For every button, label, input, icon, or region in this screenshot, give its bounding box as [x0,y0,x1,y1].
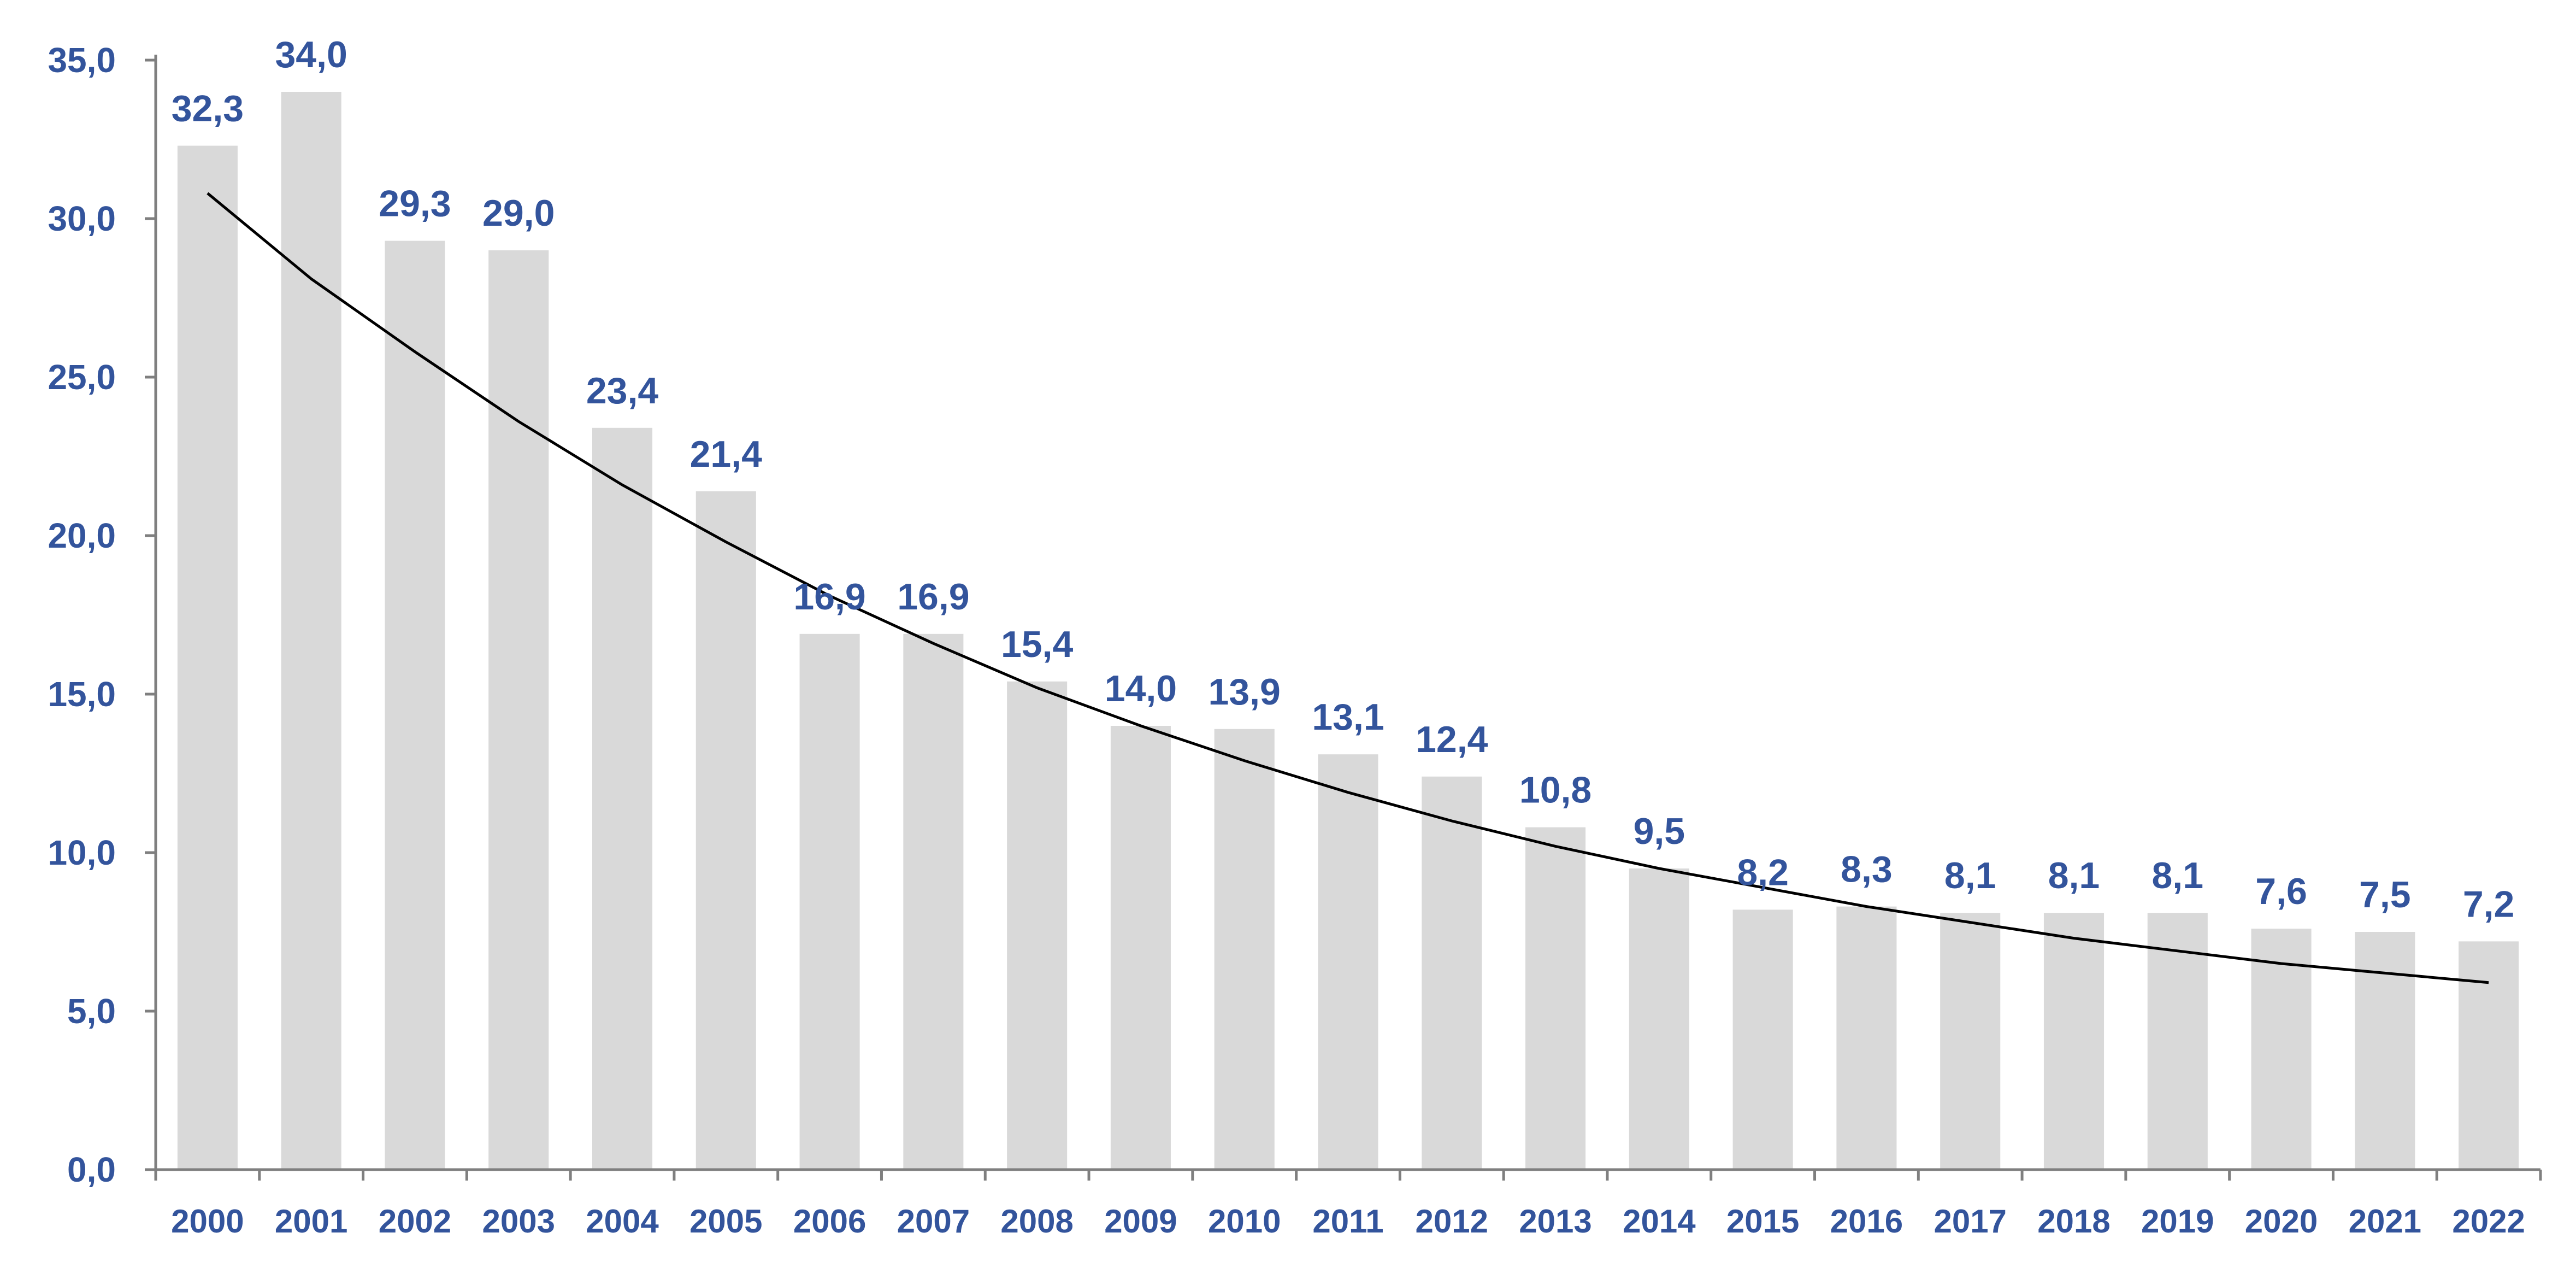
y-tick-label: 35,0 [48,40,116,80]
x-tick-label: 2004 [586,1203,659,1240]
y-tick-label: 5,0 [67,991,116,1031]
bar-2005 [695,491,756,1170]
bar-2004 [592,427,653,1170]
y-tick-label: 25,0 [48,357,116,397]
x-tick-label: 2011 [1312,1203,1383,1240]
data-label: 13,1 [1312,696,1384,738]
data-label: 7,2 [2463,883,2515,925]
bar-2017 [1940,913,2001,1170]
trendline-path [207,192,2489,984]
x-tick-label: 2005 [689,1203,762,1240]
data-label: 7,5 [2359,874,2411,915]
bar-2016 [1836,906,1897,1170]
bar-2000 [177,145,238,1170]
x-tick-label: 2021 [2349,1203,2421,1240]
data-label: 23,4 [586,370,659,412]
bar-2018 [2043,913,2105,1170]
data-label: 16,9 [793,576,865,618]
x-tick-label: 2017 [1934,1203,2006,1240]
y-tick-label: 10,0 [48,833,116,872]
x-tick-label: 2012 [1416,1203,1488,1240]
data-labels: 32,3 34,0 29,3 29,0 23,4 21,4 16,9 16,9 15,4 14,0… [172,34,2515,925]
x-tick-label: 2010 [1208,1203,1281,1240]
data-label: 8,2 [1737,852,1789,893]
x-tick-label: 2009 [1104,1203,1177,1240]
x-tick-label: 2006 [793,1203,866,1240]
data-label: 8,1 [2048,855,2100,896]
x-tick-label: 2014 [1623,1203,1696,1240]
data-label: 29,3 [379,183,451,225]
x-tick-label: 2007 [897,1203,970,1240]
bar-2002 [385,240,445,1170]
y-tick-label: 30,0 [48,199,116,238]
x-tick-label: 2019 [2141,1203,2214,1240]
data-label: 9,5 [1634,811,1685,852]
bar-2001 [281,92,341,1170]
x-tick-label: 2013 [1519,1203,1591,1240]
bar-2015 [1732,909,1793,1170]
data-label: 32,3 [172,88,244,130]
bar-2012 [1422,776,1482,1170]
bar-2008 [1007,681,1068,1170]
bar-2021 [2355,932,2415,1170]
bar-2020 [2251,929,2312,1170]
x-tick-label: 2000 [171,1203,244,1240]
y-tick-label: 15,0 [48,674,116,714]
bar-2009 [1110,726,1171,1170]
data-label: 34,0 [275,34,347,75]
data-label: 14,0 [1105,668,1177,709]
bar-2003 [488,250,549,1170]
data-label: 29,0 [482,192,555,234]
bar-2013 [1525,827,1586,1170]
bar-2019 [2147,913,2208,1170]
x-tick-label: 2018 [2037,1203,2110,1240]
y-tick-label: 0,0 [67,1150,116,1189]
y-axis: 0,0 5,0 10,0 15,0 20,0 25,0 30,0 35,0 [48,40,157,1189]
data-label: 8,1 [1944,855,1996,896]
bar-2014 [1629,868,1689,1170]
bar-2011 [1318,754,1378,1170]
data-label: 13,9 [1209,671,1281,713]
bar-2022 [2459,941,2519,1170]
trendline [207,192,2489,984]
x-tick-label: 2001 [275,1203,347,1240]
x-tick-label: 2008 [1000,1203,1073,1240]
data-label: 12,4 [1416,719,1488,760]
x-tick-label: 2016 [1830,1203,1903,1240]
data-label: 10,8 [1519,770,1591,811]
data-label: 8,3 [1841,849,1893,890]
data-label: 16,9 [897,576,969,618]
x-tick-label: 2020 [2245,1203,2318,1240]
x-axis: 2000 2001 2002 2003 2004 2005 2006 2007 2008 2009… [154,1168,2542,1240]
bar-2007 [903,633,964,1170]
x-tick-label: 2022 [2452,1203,2525,1240]
data-label: 21,4 [690,433,763,475]
bar-2006 [799,633,860,1170]
y-tick-label: 20,0 [48,516,116,555]
bar-2010 [1214,729,1275,1170]
bars [177,92,2519,1170]
x-tick-label: 2003 [482,1203,555,1240]
x-tick-label: 2015 [1726,1203,1799,1240]
x-tick-label: 2002 [379,1203,451,1240]
data-label: 15,4 [1001,624,1074,665]
data-label: 7,6 [2255,871,2307,912]
data-label: 8,1 [2151,855,2203,896]
